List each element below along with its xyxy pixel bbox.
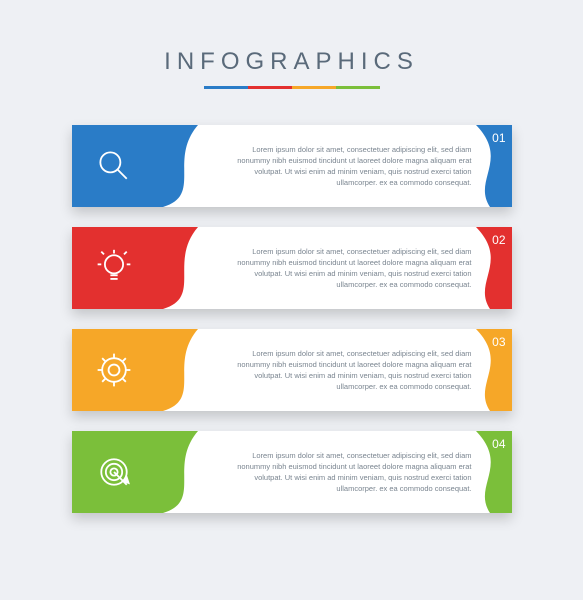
body-text-2: Lorem ipsum dolor sit amet, consectetuer… — [232, 246, 472, 291]
wave-left-2 — [163, 227, 223, 309]
underline-seg-3 — [292, 86, 336, 89]
num-block-3: 03 — [476, 329, 512, 411]
title-underline — [204, 86, 380, 89]
info-row-3: Lorem ipsum dolor sit amet, consectetuer… — [72, 329, 512, 411]
row-number-2: 02 — [492, 233, 505, 247]
gear-icon — [92, 348, 136, 392]
icon-block-1 — [72, 125, 222, 207]
num-block-2: 02 — [476, 227, 512, 309]
info-row-1: Lorem ipsum dolor sit amet, consectetuer… — [72, 125, 512, 207]
row-number-1: 01 — [492, 131, 505, 145]
info-row-2: Lorem ipsum dolor sit amet, consectetuer… — [72, 227, 512, 309]
icon-block-2 — [72, 227, 222, 309]
info-row-4: Lorem ipsum dolor sit amet, consectetuer… — [72, 431, 512, 513]
underline-seg-1 — [204, 86, 248, 89]
underline-seg-4 — [336, 86, 380, 89]
icon-block-4 — [72, 431, 222, 513]
row-number-3: 03 — [492, 335, 505, 349]
row-number-4: 04 — [492, 437, 505, 451]
num-block-4: 04 — [476, 431, 512, 513]
wave-left-3 — [163, 329, 223, 411]
underline-seg-2 — [248, 86, 292, 89]
lightbulb-icon — [92, 246, 136, 290]
wave-left-1 — [163, 125, 223, 207]
num-block-1: 01 — [476, 125, 512, 207]
magnifier-icon — [92, 144, 136, 188]
infographic-rows: Lorem ipsum dolor sit amet, consectetuer… — [72, 125, 512, 513]
body-text-1: Lorem ipsum dolor sit amet, consectetuer… — [232, 144, 472, 189]
body-text-3: Lorem ipsum dolor sit amet, consectetuer… — [232, 348, 472, 393]
body-text-4: Lorem ipsum dolor sit amet, consectetuer… — [232, 450, 472, 495]
target-icon — [92, 450, 136, 494]
page-title: INFOGRAPHICS — [164, 48, 419, 76]
wave-left-4 — [163, 431, 223, 513]
icon-block-3 — [72, 329, 222, 411]
